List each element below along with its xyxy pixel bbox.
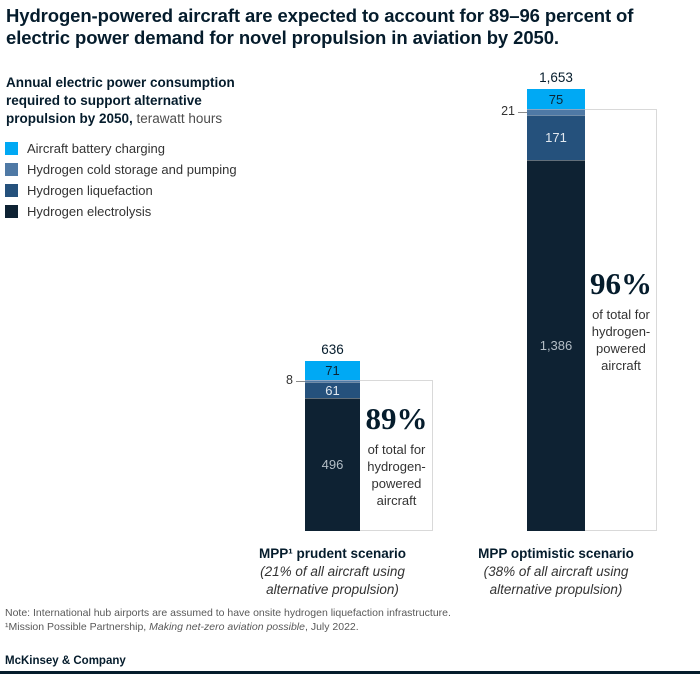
scenario-sublabel: (21% of all aircraft using alternative p… xyxy=(260,564,405,597)
legend-item-0: Aircraft battery charging xyxy=(5,141,237,156)
x-axis-label-0: MPP¹ prudent scenario (21% of all aircraf… xyxy=(223,545,443,599)
bar-segment: 75 xyxy=(527,89,585,110)
scenario-sublabel: (38% of all aircraft using alternative p… xyxy=(483,564,629,597)
legend-swatch-icon xyxy=(5,205,18,218)
legend: Aircraft battery charging Hydrogen cold s… xyxy=(5,141,237,226)
legend-label: Hydrogen electrolysis xyxy=(27,204,152,219)
callout-percent: 96% xyxy=(590,265,652,301)
legend-item-2: Hydrogen liquefaction xyxy=(5,183,237,198)
bar-segment xyxy=(305,379,360,382)
legend-swatch-icon xyxy=(5,142,18,155)
legend-label: Hydrogen liquefaction xyxy=(27,183,153,198)
footnote-source-title: Making net-zero aviation possible xyxy=(149,620,305,633)
bar-segment: 61 xyxy=(305,381,360,399)
scenario-name: MPP optimistic scenario xyxy=(478,546,634,561)
bottom-rule xyxy=(0,671,700,674)
bar-segment: 171 xyxy=(527,114,585,161)
legend-item-1: Hydrogen cold storage and pumping xyxy=(5,162,237,177)
legend-swatch-icon xyxy=(5,184,18,197)
callout-1: 96% of total for hydrogen- powered aircra… xyxy=(585,109,657,531)
callout-caption: of total for hydrogen- powered aircraft xyxy=(591,306,651,373)
bar-column-0: 71 61 496 xyxy=(305,360,360,531)
legend-label: Aircraft battery charging xyxy=(27,141,166,156)
segment-outside-label: 8 xyxy=(286,373,293,387)
bar-segment: 496 xyxy=(305,398,360,531)
footnote-source-prefix: ¹Mission Possible Partnership, xyxy=(5,620,150,633)
legend-item-3: Hydrogen electrolysis xyxy=(5,204,237,219)
segment-tick xyxy=(518,111,527,113)
bar-segment xyxy=(527,109,585,115)
segment-tick xyxy=(296,381,305,382)
bar-segment: 1,386 xyxy=(527,160,585,531)
mckinsey-logo: McKinsey & Company xyxy=(5,655,126,667)
footnotes: Note: International hub airports are ass… xyxy=(5,607,665,634)
footnote-source-suffix: , July 2022. xyxy=(304,620,359,633)
scenario-name: MPP¹ prudent scenario xyxy=(258,546,407,561)
chart-subtitle-bold: Annual electric power consumption requir… xyxy=(6,75,235,126)
segment-outside-label: 21 xyxy=(501,103,515,118)
exhibit-title: Hydrogen-powered aircraft are expected t… xyxy=(6,5,634,48)
bar-column-1: 75 171 1,386 xyxy=(527,89,585,531)
legend-label: Hydrogen cold storage and pumping xyxy=(27,162,237,177)
footnote-note: Note: International hub airports are ass… xyxy=(5,607,451,619)
chart-subtitle-unit: terawatt hours xyxy=(136,111,223,126)
callout-0: 89% of total for hydrogen- powered aircra… xyxy=(360,380,433,531)
chart-subtitle: Annual electric power consumption requir… xyxy=(6,74,270,128)
x-axis-label-1: MPP optimistic scenario (38% of all aircr… xyxy=(446,545,666,599)
callout-caption: of total for hydrogen- powered aircraft xyxy=(367,441,426,508)
footnote-source: ¹Mission Possible Partnership, Making ne… xyxy=(5,621,665,635)
bar-segment: 71 xyxy=(305,360,360,380)
bar-total-label: 1,653 xyxy=(539,70,573,85)
callout-percent: 89% xyxy=(365,400,428,436)
bar-total-label: 636 xyxy=(321,341,344,357)
legend-swatch-icon xyxy=(5,163,18,176)
